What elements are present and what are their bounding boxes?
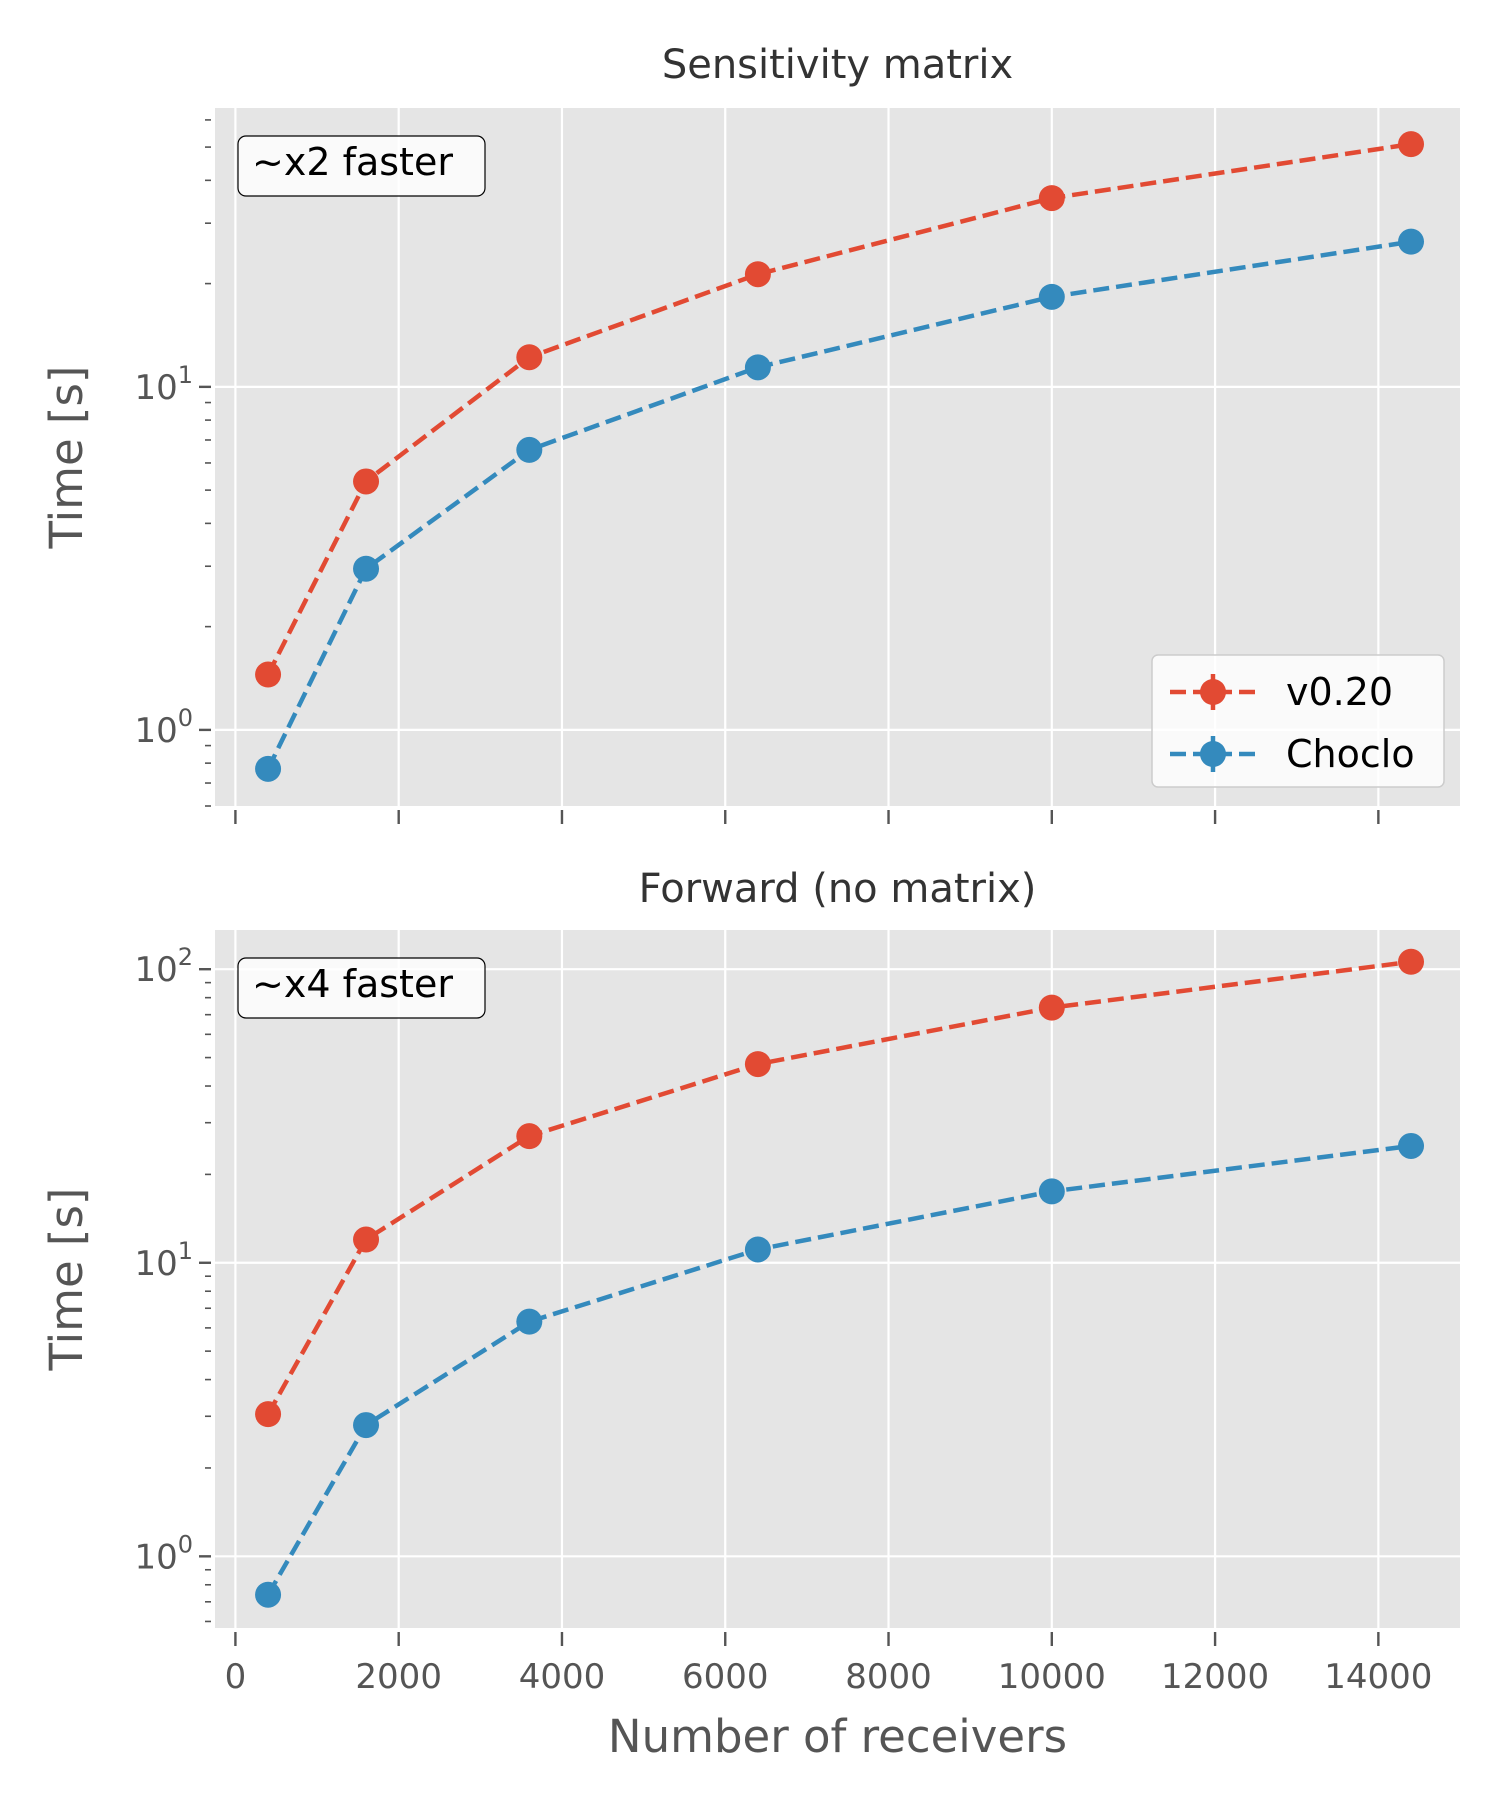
x-tick-label: 2000 xyxy=(355,1657,442,1697)
x-ticks: 0 2000 4000 6000 8000 10000 12000 14000 xyxy=(225,1632,1432,1697)
data-point xyxy=(1038,185,1065,212)
data-point xyxy=(255,1581,282,1608)
data-point xyxy=(1038,283,1065,310)
y-tick-label: 101 xyxy=(134,361,193,408)
y-tick-label: 102 xyxy=(134,943,193,990)
panel-forward-no-matrix: 0 2000 4000 6000 8000 10000 12000 14000 1001011… xyxy=(40,866,1460,1697)
series-line-choclo xyxy=(266,1143,1412,1596)
x-tick-label: 6000 xyxy=(682,1657,769,1697)
legend-label: v0.20 xyxy=(1286,670,1393,714)
data-point xyxy=(255,755,282,782)
data-point xyxy=(1398,948,1425,975)
chart-title: Forward (no matrix) xyxy=(639,866,1037,912)
x-tick-label: 12000 xyxy=(1161,1657,1269,1697)
y-ticks: 100 101 102 xyxy=(134,943,211,1577)
y-minor-ticks xyxy=(205,119,211,807)
data-point xyxy=(1398,131,1425,158)
data-point xyxy=(516,1308,543,1335)
legend-marker xyxy=(1200,679,1226,705)
data-point xyxy=(353,555,380,582)
x-axis-label: Number of receivers xyxy=(608,1710,1067,1763)
data-point xyxy=(516,1123,543,1150)
x-tick-label: 14000 xyxy=(1324,1657,1432,1697)
data-point xyxy=(1398,228,1425,255)
data-point xyxy=(1398,1132,1425,1159)
chart-title: Sensitivity matrix xyxy=(662,42,1013,88)
data-point xyxy=(744,1051,771,1078)
data-point xyxy=(353,1226,380,1253)
plot-area xyxy=(215,930,1460,1628)
data-point xyxy=(516,436,543,463)
data-point xyxy=(744,354,771,381)
data-point xyxy=(353,468,380,495)
data-point xyxy=(255,661,282,688)
x-tick-label: 0 xyxy=(225,1657,247,1697)
series-group xyxy=(255,948,1425,1608)
data-point xyxy=(255,1401,282,1428)
x-tick-label: 10000 xyxy=(998,1657,1106,1697)
legend-marker xyxy=(1200,741,1226,767)
x-ticks xyxy=(234,810,1380,824)
series-group xyxy=(255,131,1425,782)
data-point xyxy=(1038,1178,1065,1205)
y-axis-label: Time [s] xyxy=(40,1188,93,1372)
legend: v0.20 Choclo xyxy=(1151,654,1445,788)
annotation-box: ~x2 faster xyxy=(237,135,486,197)
y-tick-label: 100 xyxy=(134,704,193,751)
annotation-text: ~x2 faster xyxy=(252,140,453,184)
grid xyxy=(215,930,1460,1628)
x-tick-label: 8000 xyxy=(845,1657,932,1697)
annotation-text: ~x4 faster xyxy=(252,962,453,1006)
data-point xyxy=(353,1412,380,1439)
panel-sensitivity-matrix: 100 101 Sensitivity matrix Time [s] ~x2 f… xyxy=(40,42,1460,824)
annotation-box: ~x4 faster xyxy=(237,957,486,1019)
y-tick-label: 101 xyxy=(134,1237,193,1284)
y-axis-label: Time [s] xyxy=(40,366,93,550)
y-minor-ticks xyxy=(205,981,211,1623)
x-tick-label: 4000 xyxy=(519,1657,606,1697)
y-ticks: 100 101 xyxy=(134,361,211,751)
data-point xyxy=(744,1236,771,1263)
series-line-v0-20 xyxy=(266,959,1412,1416)
series-line-v0-20 xyxy=(266,141,1412,676)
data-point xyxy=(516,344,543,371)
data-point xyxy=(744,261,771,288)
data-point xyxy=(1038,994,1065,1021)
series-line-choclo xyxy=(266,239,1412,770)
y-tick-label: 100 xyxy=(134,1530,193,1577)
legend-label: Choclo xyxy=(1286,732,1415,776)
